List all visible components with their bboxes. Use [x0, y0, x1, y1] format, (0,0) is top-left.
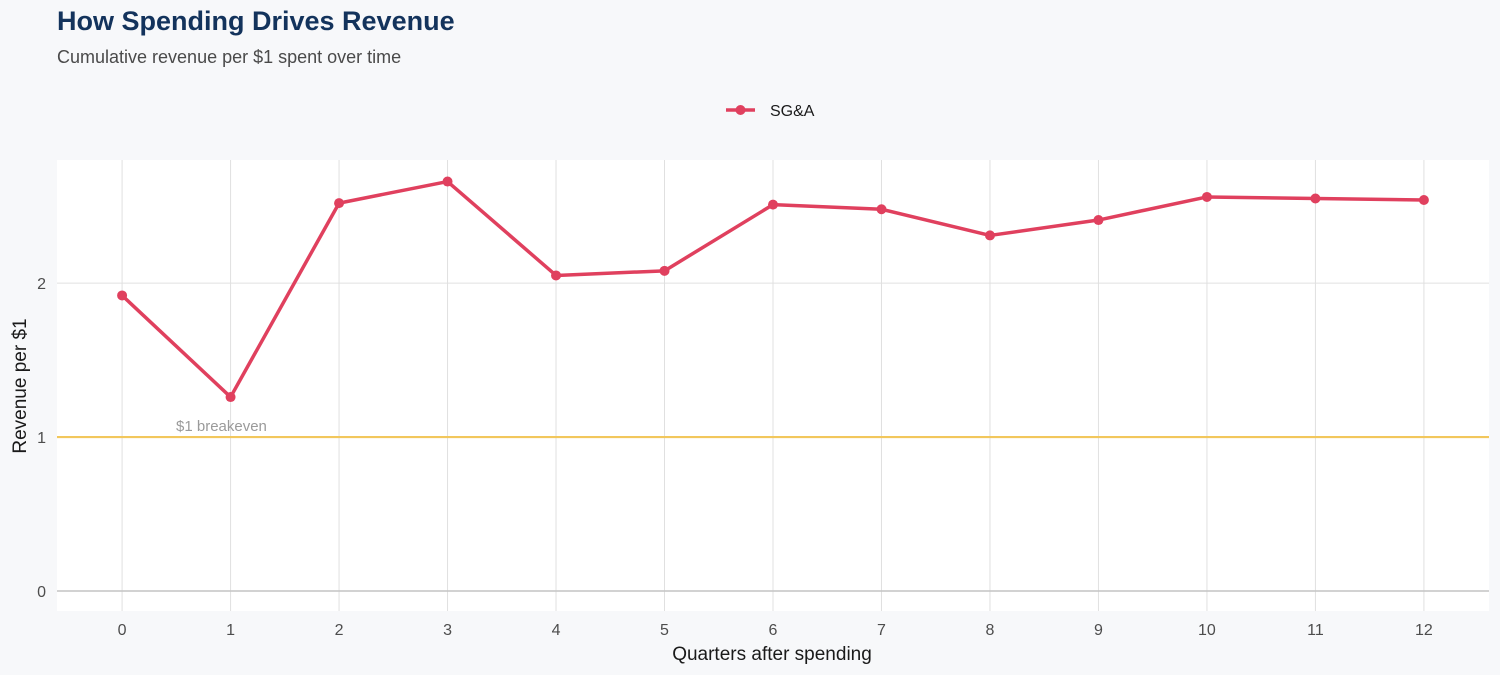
breakeven-label: $1 breakeven	[176, 418, 267, 435]
data-point	[1201, 191, 1212, 202]
data-point	[442, 176, 453, 187]
y-tick-labels: 0 1 2	[37, 276, 46, 601]
x-tick-labels: 0 1 2 3 4 5 6 7 8 9 10 11 12	[118, 622, 1433, 639]
data-point	[768, 199, 778, 210]
data-point	[984, 230, 995, 241]
x-tick-label: 2	[335, 622, 344, 639]
x-tick-label: 6	[769, 622, 778, 639]
x-tick-label: 0	[118, 622, 127, 639]
x-tick-label: 11	[1307, 622, 1324, 639]
data-point	[659, 265, 670, 276]
x-grid	[121, 160, 1425, 611]
data-point	[1310, 193, 1321, 204]
data-point	[1093, 215, 1104, 226]
x-tick-label: 4	[552, 622, 561, 639]
y-axis-title: Revenue per $1	[10, 318, 31, 453]
data-point	[1418, 195, 1429, 206]
data-point	[117, 290, 128, 301]
y-tick-label: 1	[37, 430, 46, 447]
legend-swatch-marker	[735, 105, 746, 115]
x-tick-label: 3	[443, 622, 452, 639]
x-tick-label: 10	[1198, 622, 1216, 639]
legend: SG&A	[726, 103, 815, 120]
data-point	[876, 204, 887, 215]
y-tick-label: 0	[37, 584, 46, 601]
legend-label-sga: SG&A	[770, 103, 815, 120]
data-point	[225, 392, 236, 403]
x-tick-label: 12	[1415, 622, 1433, 639]
x-tick-label: 1	[226, 622, 235, 639]
data-point	[334, 198, 345, 209]
x-axis-title: Quarters after spending	[672, 644, 872, 665]
x-tick-label: 8	[986, 622, 995, 639]
x-tick-label: 7	[877, 622, 886, 639]
x-tick-label: 9	[1094, 622, 1103, 639]
y-tick-label: 2	[37, 276, 46, 293]
chart-subtitle: Cumulative revenue per $1 spent over tim…	[57, 47, 402, 67]
chart-title: How Spending Drives Revenue	[57, 6, 455, 36]
data-point	[551, 270, 562, 281]
series-layer	[117, 176, 1429, 403]
x-tick-label: 5	[660, 622, 669, 639]
